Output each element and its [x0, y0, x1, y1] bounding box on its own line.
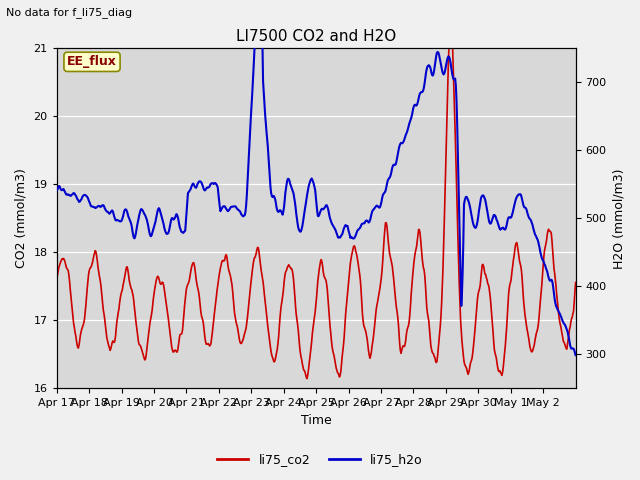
- Legend: li75_co2, li75_h2o: li75_co2, li75_h2o: [212, 448, 428, 471]
- X-axis label: Time: Time: [301, 414, 332, 427]
- Text: EE_flux: EE_flux: [67, 55, 117, 68]
- Text: No data for f_li75_diag: No data for f_li75_diag: [6, 7, 132, 18]
- Title: LI7500 CO2 and H2O: LI7500 CO2 and H2O: [236, 29, 396, 44]
- Y-axis label: CO2 (mmol/m3): CO2 (mmol/m3): [15, 168, 28, 268]
- Y-axis label: H2O (mmol/m3): H2O (mmol/m3): [612, 168, 625, 269]
